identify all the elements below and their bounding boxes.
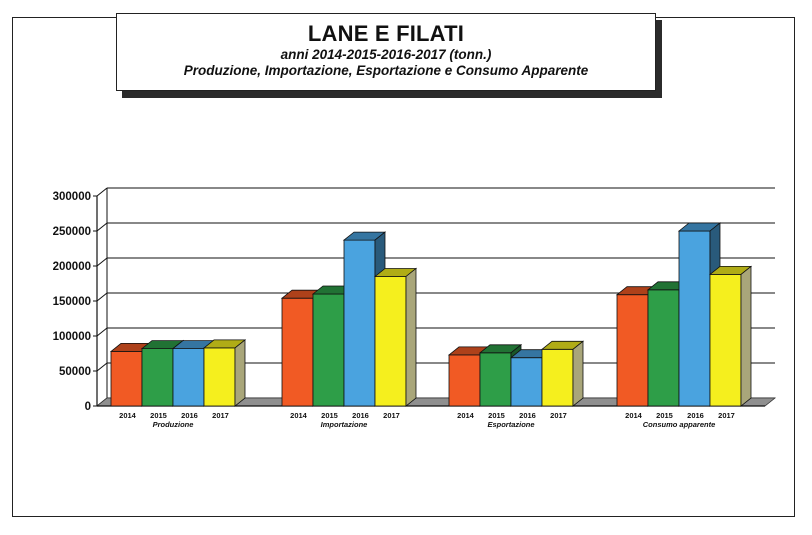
y-tick-label: 0: [85, 401, 91, 413]
x-tick-label: 2016: [352, 411, 369, 420]
bar-2016-2: [510, 357, 543, 407]
bar-2016-1: [343, 239, 376, 407]
y-tick-label: 100000: [53, 331, 91, 343]
bar-side-2017-0: [234, 339, 246, 407]
x-tick-label: 2014: [119, 411, 137, 420]
x-tick-label: 2017: [550, 411, 567, 420]
bar-2017-1: [374, 276, 407, 407]
category-label: Produzione: [153, 420, 194, 429]
x-tick-label: 2015: [656, 411, 673, 420]
category-label: Esportazione: [487, 420, 534, 429]
bar-2015-2: [479, 352, 512, 407]
y-tick-label: 200000: [53, 261, 91, 273]
x-tick-label: 2014: [457, 411, 475, 420]
bar-side-2017-3: [740, 265, 752, 407]
x-tick-label: 2016: [687, 411, 704, 420]
chart-subtitle-years: anni 2014-2015-2016-2017 (tonn.): [280, 47, 492, 62]
bar-side-2017-2: [572, 340, 584, 407]
x-tick-label: 2017: [383, 411, 400, 420]
y-tick-label: 150000: [53, 296, 91, 308]
chart-subtitle-series: Produzione, Importazione, Esportazione e…: [183, 63, 589, 78]
bar-2014-3: [616, 294, 649, 407]
y-tick-label: 250000: [53, 226, 91, 238]
gridline-depth: [96, 222, 108, 232]
bar-2015-1: [312, 293, 345, 407]
y-tick-label: 50000: [59, 366, 91, 378]
gridline-depth: [96, 362, 108, 372]
x-tick-label: 2016: [181, 411, 198, 420]
x-tick-label: 2017: [212, 411, 229, 420]
bar-2016-0: [172, 348, 205, 407]
x-tick-label: 2015: [150, 411, 167, 420]
bar-2014-1: [281, 297, 314, 407]
x-tick-label: 2014: [625, 411, 643, 420]
gridline-depth: [96, 187, 108, 197]
bar-2017-3: [709, 273, 742, 407]
bar-2017-2: [541, 348, 574, 407]
bar-2016-3: [678, 230, 711, 407]
x-tick-label: 2016: [519, 411, 536, 420]
category-label: Consumo apparente: [643, 420, 716, 429]
bar-side-2017-1: [405, 267, 417, 407]
chart-frame: [12, 17, 795, 517]
bar-2014-0: [110, 350, 143, 407]
bar-2014-2: [448, 354, 481, 407]
title-box: LANE E FILATI anni 2014-2015-2016-2017 (…: [116, 13, 656, 91]
gridline-depth: [96, 292, 108, 302]
x-tick-label: 2017: [718, 411, 735, 420]
x-tick-label: 2014: [290, 411, 308, 420]
bar-2015-0: [141, 348, 174, 407]
y-tick-label: 300000: [53, 191, 91, 203]
gridline-depth: [96, 327, 108, 337]
gridline-depth: [96, 257, 108, 267]
chart-title: LANE E FILATI: [307, 21, 465, 46]
x-tick-label: 2015: [321, 411, 338, 420]
bar-2015-3: [647, 289, 680, 407]
category-label: Importazione: [321, 420, 368, 429]
bar-2017-0: [203, 347, 236, 407]
x-tick-label: 2015: [488, 411, 505, 420]
